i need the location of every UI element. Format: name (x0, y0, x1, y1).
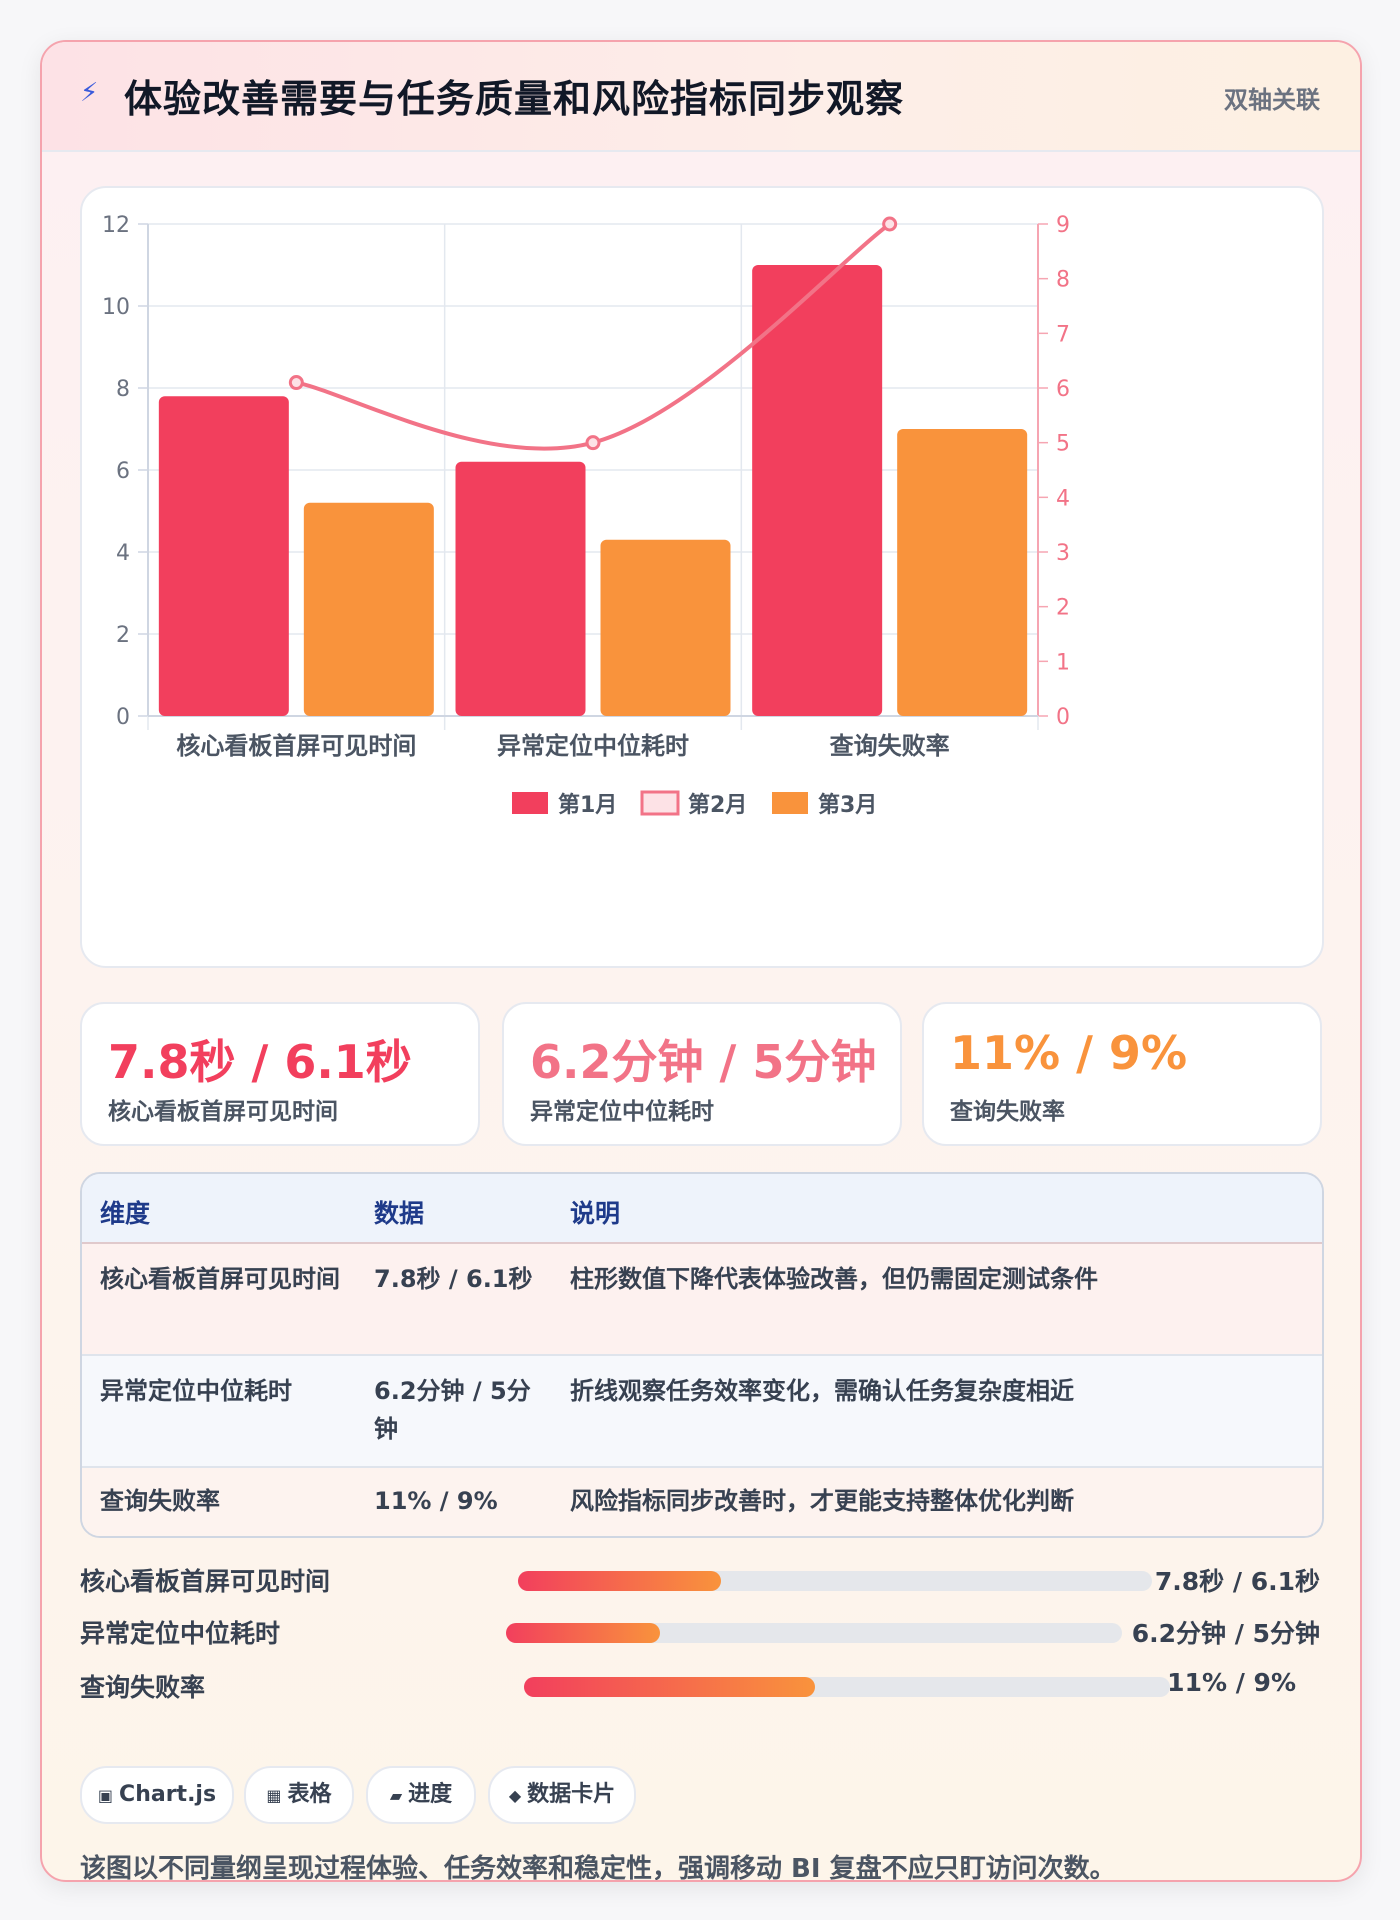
progress-value: 11% / 9% (1167, 1668, 1296, 1697)
y-right-tick-label: 4 (1056, 486, 1070, 511)
progress-track (524, 1677, 1170, 1697)
line-point (882, 216, 898, 232)
x-tick-label: 核心看板首屏可见时间 (176, 732, 416, 760)
line-point (585, 435, 601, 451)
card-header: ⚡ 体验改善需要与任务质量和风险指标同步观察 双轴关联 (42, 42, 1360, 152)
page-title: 体验改善需要与任务质量和风险指标同步观察 (124, 77, 905, 121)
bar-month3 (303, 502, 434, 716)
progress-track (518, 1571, 1152, 1591)
y-left-tick-label: 2 (116, 623, 130, 648)
legend-swatch (772, 792, 808, 814)
bar-month3 (897, 429, 1028, 716)
kpi-value: 7.8秒 / 6.1秒 (108, 1035, 412, 1089)
table-icon: ▦ (266, 1786, 282, 1805)
table-cell-data: 6.2分钟 / 5分钟 (374, 1377, 531, 1443)
chart-icon: ▣ (97, 1786, 114, 1805)
kpi-card-locate-time: 6.2分钟 / 5分钟 异常定位中位耗时 (502, 1002, 902, 1146)
table-cell-data: 7.8秒 / 6.1秒 (374, 1265, 533, 1293)
progress-fill (518, 1571, 721, 1591)
legend-swatch (512, 792, 548, 814)
progress-fill (506, 1623, 660, 1643)
y-left-tick-label: 0 (116, 705, 130, 730)
kpi-label: 异常定位中位耗时 (530, 1099, 714, 1125)
lightning-icon: ⚡ (80, 78, 99, 108)
chip-progress[interactable]: ▰ 进度 (366, 1766, 476, 1824)
chip-table[interactable]: ▦ 表格 (244, 1766, 354, 1824)
x-tick-label: 异常定位中位耗时 (497, 732, 689, 760)
y-right-tick-label: 7 (1056, 322, 1070, 347)
table-cell-note: 折线观察任务效率变化，需确认任务复杂度相近 (570, 1377, 1074, 1405)
table-header: 维度 数据 说明 (82, 1174, 1322, 1244)
y-right-tick-label: 0 (1056, 705, 1070, 730)
chip-label: 表格 (287, 1782, 332, 1807)
line-point (288, 375, 304, 391)
column-header-data: 数据 (374, 1199, 425, 1228)
progress-value: 6.2分钟 / 5分钟 (1131, 1619, 1320, 1648)
kpi-card-failure-rate: 11% / 9% 查询失败率 (922, 1002, 1322, 1146)
chip-label: 数据卡片 (527, 1782, 616, 1807)
progress-fill (524, 1677, 815, 1697)
table-cell-note: 风险指标同步改善时，才更能支持整体优化判断 (570, 1487, 1074, 1515)
footnote: 该图以不同量纲呈现过程体验、任务效率和稳定性，强调移动 BI 复盘不应只盯访问次… (80, 1854, 1116, 1882)
table-cell-dimension: 核心看板首屏可见时间 (100, 1265, 340, 1293)
y-right-tick-label: 3 (1056, 541, 1070, 566)
legend-label: 第3月 (818, 792, 877, 818)
y-right-tick-label: 5 (1056, 432, 1070, 457)
progress-value: 7.8秒 / 6.1秒 (1154, 1567, 1320, 1596)
table-cell-dimension: 查询失败率 (100, 1487, 220, 1515)
legend-swatch (640, 790, 680, 816)
progress-label: 核心看板首屏可见时间 (80, 1567, 331, 1596)
progress-icon: ▰ (389, 1786, 403, 1805)
chip-chartjs[interactable]: ▣ Chart.js (80, 1766, 234, 1824)
kpi-value: 6.2分钟 / 5分钟 (530, 1035, 877, 1089)
progress-track (506, 1623, 1122, 1643)
y-right-tick-label: 6 (1056, 377, 1070, 402)
chip-data-card[interactable]: ◆ 数据卡片 (488, 1766, 636, 1824)
progress-row-first-screen: 核心看板首屏可见时间 7.8秒 / 6.1秒 (80, 1560, 1320, 1600)
progress-row-locate-time: 异常定位中位耗时 6.2分钟 / 5分钟 (80, 1612, 1320, 1652)
bar-month1 (158, 396, 289, 716)
bar-month3 (600, 539, 731, 716)
y-right-tick-label: 8 (1056, 268, 1070, 293)
kpi-label: 核心看板首屏可见时间 (108, 1099, 338, 1125)
y-left-tick-label: 8 (116, 377, 130, 402)
dashboard-card: ⚡ 体验改善需要与任务质量和风险指标同步观察 双轴关联 0 2 4 6 8 10 12 0 1 2… (40, 40, 1362, 1882)
column-header-dimension: 维度 (100, 1199, 151, 1228)
table-row: 核心看板首屏可见时间 7.8秒 / 6.1秒 柱形数值下降代表体验改善，但仍需固… (82, 1244, 1322, 1356)
kpi-label: 查询失败率 (950, 1099, 1065, 1125)
x-tick-label: 查询失败率 (830, 732, 950, 760)
chip-label: Chart.js (119, 1782, 217, 1807)
progress-label: 异常定位中位耗时 (80, 1619, 281, 1648)
dual-axis-tag: 双轴关联 (1224, 86, 1320, 114)
table-row: 异常定位中位耗时 6.2分钟 / 5分钟 折线观察任务效率变化，需确认任务复杂度… (82, 1356, 1322, 1468)
table-row: 查询失败率 11% / 9% 风险指标同步改善时，才更能支持整体优化判断 (82, 1468, 1322, 1536)
column-header-note: 说明 (570, 1199, 621, 1228)
legend-label: 第2月 (688, 792, 747, 818)
kpi-card-first-screen: 7.8秒 / 6.1秒 核心看板首屏可见时间 (80, 1002, 480, 1146)
progress-label: 查询失败率 (80, 1673, 206, 1702)
chip-label: 进度 (408, 1782, 453, 1807)
table-cell-note: 柱形数值下降代表体验改善，但仍需固定测试条件 (570, 1265, 1098, 1293)
y-right-tick-label: 9 (1056, 213, 1070, 238)
legend-label: 第1月 (558, 792, 617, 818)
diamond-icon: ◆ (508, 1786, 522, 1805)
y-right-tick-label: 1 (1056, 650, 1070, 675)
bar-month1 (752, 265, 883, 716)
table-cell-data: 11% / 9% (374, 1487, 498, 1515)
y-left-tick-label: 4 (116, 541, 130, 566)
y-left-tick-label: 12 (102, 213, 130, 238)
y-left-tick-label: 10 (102, 295, 130, 320)
chart-container: 0 2 4 6 8 10 12 0 1 2 3 4 5 6 7 8 9 核心看板首屏可见时间 异常定位中位耗时 查询失… (80, 186, 1324, 968)
y-right-tick-label: 2 (1056, 596, 1070, 621)
y-left-tick-label: 6 (116, 459, 130, 484)
table-cell-dimension: 异常定位中位耗时 (100, 1377, 292, 1405)
data-table: 维度 数据 说明 核心看板首屏可见时间 7.8秒 / 6.1秒 柱形数值下降代表… (80, 1172, 1324, 1538)
progress-row-failure-rate: 查询失败率 11% / 9% (80, 1666, 1320, 1706)
bar-month1 (455, 461, 586, 716)
kpi-value: 11% / 9% (950, 1026, 1188, 1080)
